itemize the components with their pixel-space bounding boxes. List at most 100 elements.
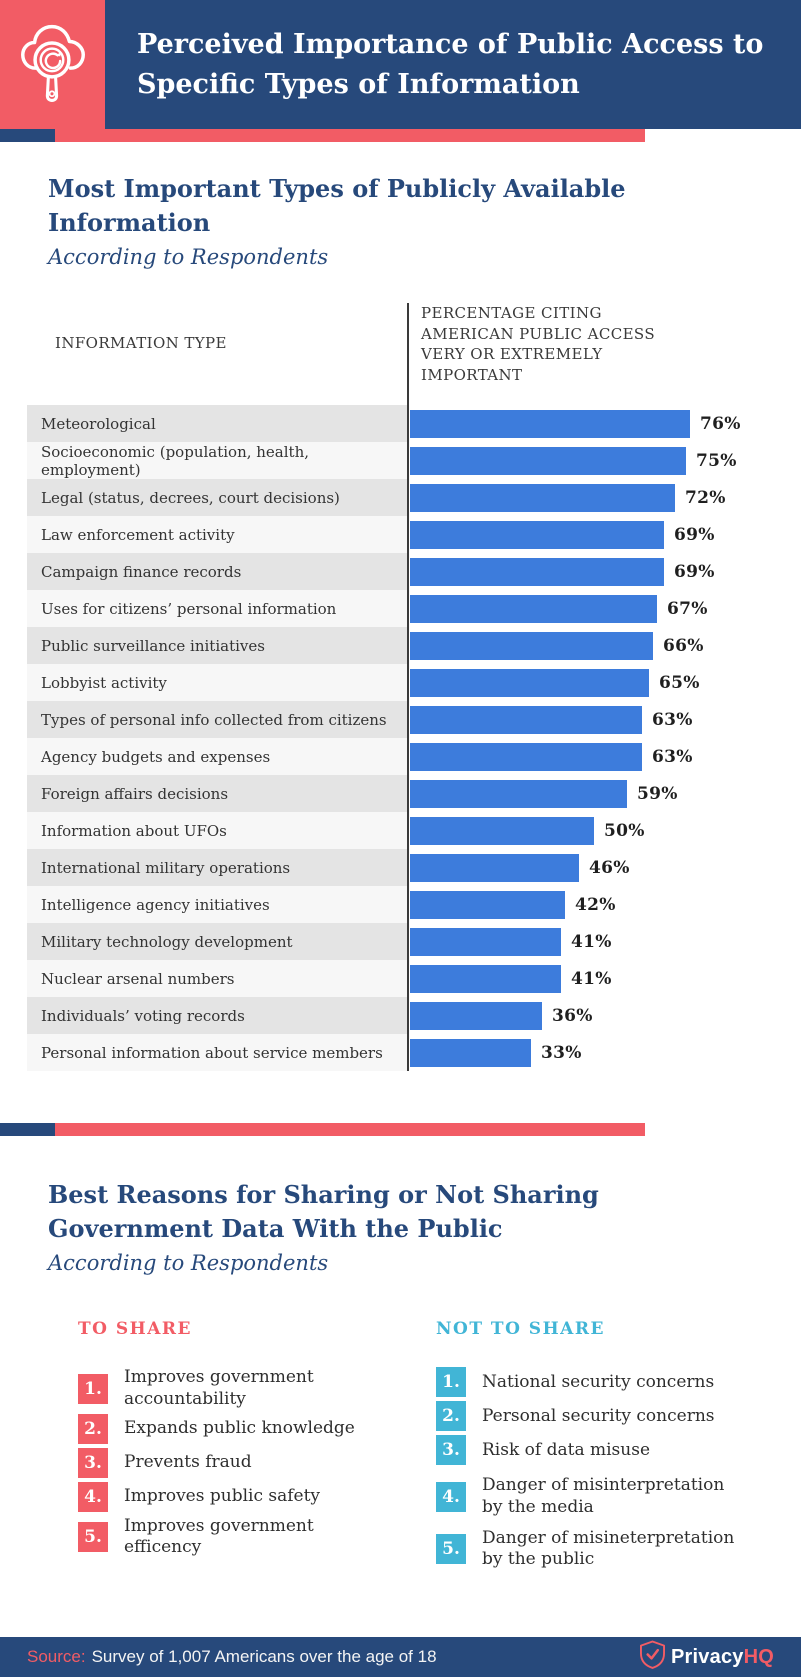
list-item: 1. National security concerns <box>436 1367 753 1398</box>
row-label: Socioeconomic (population, health, emplo… <box>27 442 407 480</box>
chart-row: Agency budgets and expenses 63% <box>27 738 774 776</box>
item-label: National security concerns <box>482 1371 715 1392</box>
item-label: Risk of data misuse <box>482 1439 650 1460</box>
row-value: 63% <box>652 746 693 767</box>
row-bar <box>410 964 561 993</box>
chart-row: Nuclear arsenal numbers 41% <box>27 960 774 998</box>
header: Perceived Importance of Public Access to… <box>0 0 801 129</box>
row-value: 42% <box>575 894 616 915</box>
row-bar <box>410 631 653 660</box>
row-label: Uses for citizens’ personal information <box>27 590 407 628</box>
row-bar <box>410 853 579 882</box>
row-bar <box>410 446 686 475</box>
list-item: 1. Improves government accountability <box>78 1367 436 1410</box>
chart-row: Personal information about service membe… <box>27 1034 774 1072</box>
list-item: 5. Improves government efficency <box>78 1516 436 1559</box>
row-value: 33% <box>541 1042 582 1063</box>
row-bar <box>410 668 649 697</box>
row-bar <box>410 557 664 586</box>
divider-stripe-top <box>0 129 801 142</box>
item-label: Improves government accountability <box>124 1367 314 1409</box>
row-bar <box>410 927 561 956</box>
row-value: 75% <box>696 450 737 471</box>
row-label: Meteorological <box>27 405 407 443</box>
percentage-column-header: PERCENTAGE CITING AMERICAN PUBLIC ACCESS… <box>421 304 656 384</box>
item-label: Prevents fraud <box>124 1452 252 1473</box>
item-number: 3. <box>436 1435 466 1466</box>
item-number: 5. <box>78 1522 108 1553</box>
row-value: 66% <box>663 635 704 656</box>
item-number: 5. <box>436 1534 466 1565</box>
shield-check-icon <box>640 1640 666 1674</box>
row-label: Personal information about service membe… <box>27 1034 407 1072</box>
to-share-heading: TO SHARE <box>78 1319 192 1340</box>
row-value: 59% <box>637 783 678 804</box>
row-label: Individuals’ voting records <box>27 997 407 1035</box>
chart-row: Foreign affairs decisions 59% <box>27 775 774 813</box>
section-most-important-types: Most Important Types of Publicly Availab… <box>0 172 801 269</box>
row-bar <box>410 742 642 771</box>
section1-title: Most Important Types of Publicly Availab… <box>48 174 626 237</box>
row-bar <box>410 705 642 734</box>
row-bar <box>410 1001 542 1030</box>
info-type-column-header: INFORMATION TYPE <box>55 334 227 353</box>
row-value: 46% <box>589 857 630 878</box>
chart-axis-line <box>407 303 409 1072</box>
row-bar <box>410 1038 531 1067</box>
row-value: 69% <box>674 524 715 545</box>
row-value: 36% <box>552 1005 593 1026</box>
row-value: 72% <box>685 487 726 508</box>
source-text: Survey of 1,007 Americans over the age o… <box>91 1647 437 1666</box>
chart-row: Public surveillance initiatives 66% <box>27 627 774 665</box>
item-number: 1. <box>436 1367 466 1398</box>
list-item: 2. Expands public knowledge <box>78 1413 436 1444</box>
row-bar <box>410 890 565 919</box>
chart-row: Legal (status, decrees, court decisions)… <box>27 479 774 517</box>
bar-chart: INFORMATION TYPE PERCENTAGE CITING AMERI… <box>27 303 774 1072</box>
reason-lists: TO SHARE 1. Improves government accountab… <box>48 1319 753 1580</box>
chart-row: Meteorological 76% <box>27 405 774 443</box>
header-title-box: Perceived Importance of Public Access to… <box>105 0 801 129</box>
chart-row: Lobbyist activity 65% <box>27 664 774 702</box>
list-item: 2. Personal security concerns <box>436 1401 753 1432</box>
chart-row: Law enforcement activity 69% <box>27 516 774 554</box>
header-icon-box <box>0 0 105 129</box>
row-label: International military operations <box>27 849 407 887</box>
list-item: 3. Prevents fraud <box>78 1447 436 1478</box>
row-value: 63% <box>652 709 693 730</box>
row-value: 76% <box>700 413 741 434</box>
row-value: 41% <box>571 968 612 989</box>
not-to-share-heading: NOT TO SHARE <box>436 1319 605 1340</box>
footer: Source: Survey of 1,007 Americans over th… <box>0 1637 801 1677</box>
row-bar <box>410 594 657 623</box>
chart-rows: Meteorological 76% Socioeconomic (populati… <box>27 405 774 1072</box>
item-label: Danger of misineterpretation by the publ… <box>482 1527 735 1570</box>
item-number: 3. <box>78 1447 108 1478</box>
row-label: Types of personal info collected from ci… <box>27 701 407 739</box>
stripe-blue-block <box>0 129 55 142</box>
row-label: Public surveillance initiatives <box>27 627 407 665</box>
stripe-coral-bar <box>55 129 645 142</box>
not-to-share-list: 1. National security concerns 2. Personal s… <box>436 1367 753 1570</box>
to-share-column: TO SHARE 1. Improves government accountab… <box>78 1319 436 1580</box>
item-number: 4. <box>78 1481 108 1512</box>
cloud-search-icon <box>20 22 86 108</box>
stripe-blue-block <box>0 1123 55 1137</box>
page-title: Perceived Importance of Public Access to… <box>137 29 764 100</box>
item-label: Danger of misinterpretation by the media <box>482 1475 725 1517</box>
not-to-share-column: NOT TO SHARE 1. National security concern… <box>436 1319 753 1580</box>
chart-row: Intelligence agency initiatives 42% <box>27 886 774 924</box>
row-value: 67% <box>667 598 708 619</box>
source-label: Source: <box>27 1647 86 1666</box>
section-best-reasons: Best Reasons for Sharing or Not Sharing … <box>0 1178 801 1580</box>
row-value: 65% <box>659 672 700 693</box>
item-label: Personal security concerns <box>482 1405 715 1426</box>
row-label: Legal (status, decrees, court decisions) <box>27 479 407 517</box>
chart-row: Information about UFOs 50% <box>27 812 774 850</box>
item-number: 4. <box>436 1481 466 1512</box>
list-item: 4. Improves public safety <box>78 1481 436 1512</box>
chart-row: Types of personal info collected from ci… <box>27 701 774 739</box>
row-bar <box>410 483 675 512</box>
row-bar <box>410 779 627 808</box>
